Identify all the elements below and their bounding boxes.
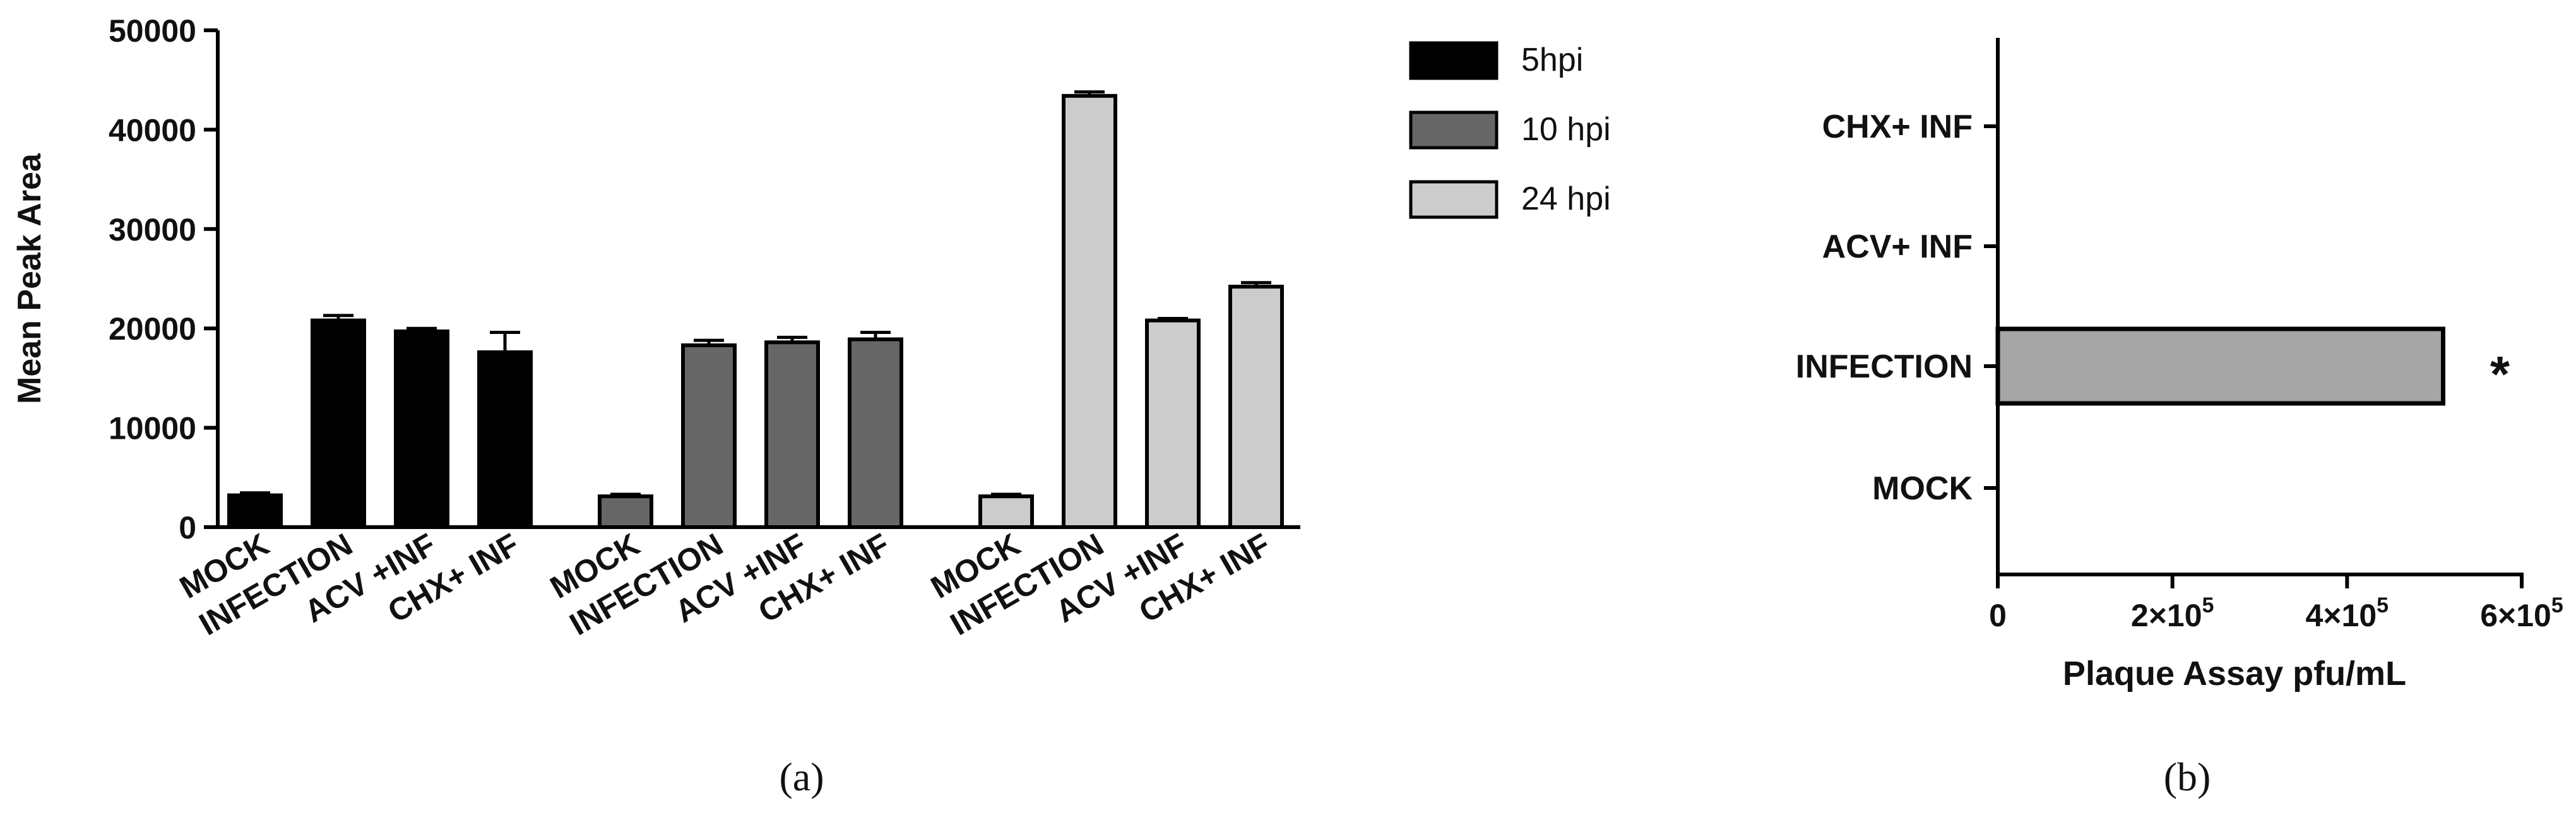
bar: [598, 494, 653, 529]
x-tick-exponent: 5: [2377, 593, 2389, 617]
y-tick-label: 0: [179, 510, 196, 545]
legend-swatch: [1409, 180, 1499, 219]
y-tick-label: CHX+ INF: [1822, 109, 1973, 145]
x-axis-label: Plaque Assay pfu/mL: [2063, 655, 2406, 693]
chart-b: CHX+ INF ACV+ INF INFECTION * MOCK 0 2×105 4×10…: [1796, 38, 2563, 693]
y-tick-label: 50000: [109, 13, 196, 49]
panel-label-a: (a): [779, 754, 824, 799]
bar: [848, 337, 903, 529]
bar: [227, 493, 283, 530]
y-tick-label: MOCK: [1872, 470, 1973, 507]
bar: [311, 318, 366, 529]
bar: [1062, 93, 1117, 530]
bar: [1995, 326, 2445, 406]
chart-a: 0 10000 20000 30000 40000 50000 Mean Peak Area…: [11, 13, 1300, 642]
bar: [764, 340, 820, 530]
legend-entry: 10 hpi: [1521, 111, 1611, 148]
x-tick-label: 0: [1989, 598, 2007, 633]
y-axis-label: Mean Peak Area: [11, 153, 48, 404]
significance-annotation: *: [2490, 346, 2510, 402]
legend-entry: 24 hpi: [1521, 181, 1611, 217]
legend-entry: 5hpi: [1521, 42, 1583, 78]
y-tick-label: 30000: [109, 212, 196, 247]
y-tick-label: 40000: [109, 112, 196, 148]
x-tick-label: 4×105: [2306, 593, 2389, 633]
legend-swatch: [1409, 41, 1499, 80]
panel-label-b: (b): [2164, 754, 2211, 799]
y-tick-label: ACV+ INF: [1822, 229, 1973, 265]
x-tick-label: 6×105: [2480, 593, 2563, 633]
bar: [978, 494, 1034, 529]
bar: [1145, 318, 1201, 529]
y-tick-label: 20000: [109, 311, 196, 347]
x-tick-label: 2×105: [2131, 593, 2214, 633]
legend-swatch: [1409, 110, 1499, 150]
bar: [1228, 285, 1284, 529]
x-tick-exponent: 5: [2202, 593, 2214, 617]
bar: [681, 343, 737, 529]
x-tick-exponent: 5: [2551, 593, 2563, 617]
bar: [394, 329, 449, 529]
bar: [477, 350, 533, 529]
y-tick-label: 10000: [109, 411, 196, 446]
chart-a-legend: 5hpi 10 hpi 24 hpi: [1409, 41, 1611, 219]
y-tick-label: INFECTION: [1796, 348, 1973, 385]
